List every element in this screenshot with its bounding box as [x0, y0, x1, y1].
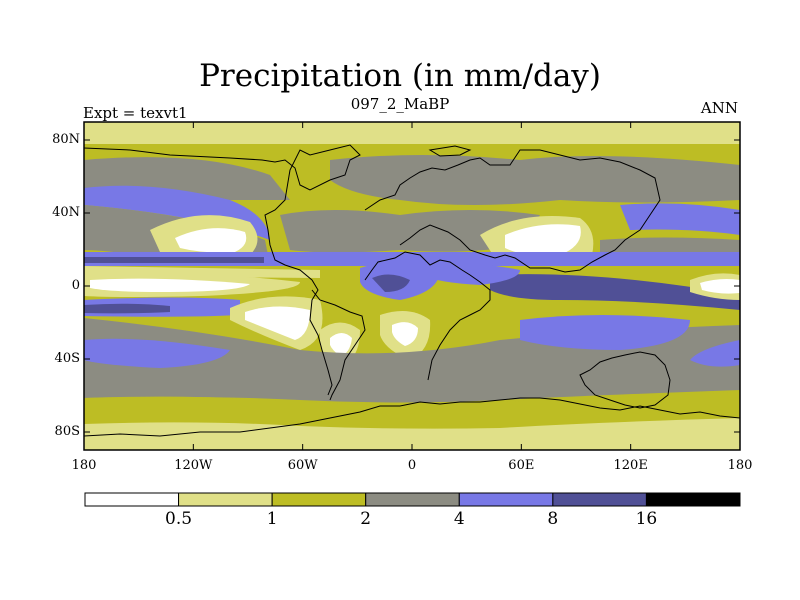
- plot-title: Precipitation (in mm/day): [199, 58, 601, 94]
- coastline-arctic-island: [428, 145, 472, 157]
- coastline-europe-asia: [364, 149, 661, 273]
- colorbar-label: 8: [547, 509, 559, 529]
- coastline-australia: [579, 351, 671, 409]
- lat-label: 40N: [52, 205, 80, 220]
- coastlines: [84, 144, 740, 437]
- time-period-label: 097_2_MaBP: [350, 95, 450, 113]
- precip-region: [520, 315, 690, 350]
- precip-region: [280, 210, 540, 253]
- axis-ticks: [83, 122, 741, 450]
- lon-label: 120W: [174, 458, 213, 473]
- colorbar-swatch: [271, 492, 367, 507]
- lat-label: 80S: [54, 424, 80, 439]
- lon-label: 0: [407, 458, 417, 473]
- precip-region: [84, 392, 740, 428]
- coastline-north-america: [84, 144, 361, 396]
- lat-label: 80N: [52, 132, 80, 147]
- precip-region: [420, 261, 520, 285]
- colorbar-swatch: [178, 492, 273, 507]
- lon-label: 120E: [613, 458, 648, 473]
- precip-region: [392, 322, 418, 346]
- precip-fill-layer: [84, 122, 740, 450]
- colorbar-swatch: [458, 492, 554, 507]
- precip-region: [620, 203, 740, 235]
- colorbar-swatch: [365, 492, 460, 507]
- lon-label: 180: [727, 458, 753, 473]
- precip-region: [245, 306, 310, 340]
- precip-region: [84, 185, 270, 240]
- precip-region: [700, 279, 740, 294]
- colorbar-swatch: [552, 492, 647, 507]
- precip-region: [84, 122, 740, 144]
- coastline-eurasia: [364, 251, 491, 381]
- colorbar-swatch: [84, 492, 180, 507]
- lat-label: 0: [71, 278, 80, 293]
- precip-region: [330, 155, 740, 205]
- lon-label: 60E: [508, 458, 535, 473]
- colorbar-label: 4: [453, 509, 465, 529]
- colorbar-swatch: [645, 492, 741, 507]
- coastline-antarctica: [84, 397, 740, 437]
- precip-region: [372, 274, 410, 292]
- precip-region: [84, 418, 740, 450]
- coastline-south-america: [311, 289, 366, 401]
- precip-region: [505, 224, 581, 256]
- colorbar-label: 1: [266, 509, 278, 529]
- lat-label: 40S: [54, 351, 80, 366]
- experiment-label: Expt = texvt1: [83, 104, 188, 122]
- lon-label: 180: [71, 458, 97, 473]
- colorbar-label: 0.5: [165, 509, 193, 529]
- precip-region: [175, 228, 247, 253]
- precip-region: [690, 340, 740, 367]
- colorbar: [84, 492, 741, 507]
- season-label: ANN: [700, 99, 738, 117]
- precip-region: [90, 278, 250, 292]
- colorbar-label: 16: [635, 509, 658, 529]
- precip-region: [84, 257, 264, 263]
- precip-region: [330, 333, 352, 356]
- lon-label: 60W: [287, 458, 318, 473]
- precip-region: [490, 274, 740, 310]
- precip-region: [84, 303, 170, 314]
- colorbar-label: 2: [360, 509, 372, 529]
- precip-region: [84, 338, 230, 368]
